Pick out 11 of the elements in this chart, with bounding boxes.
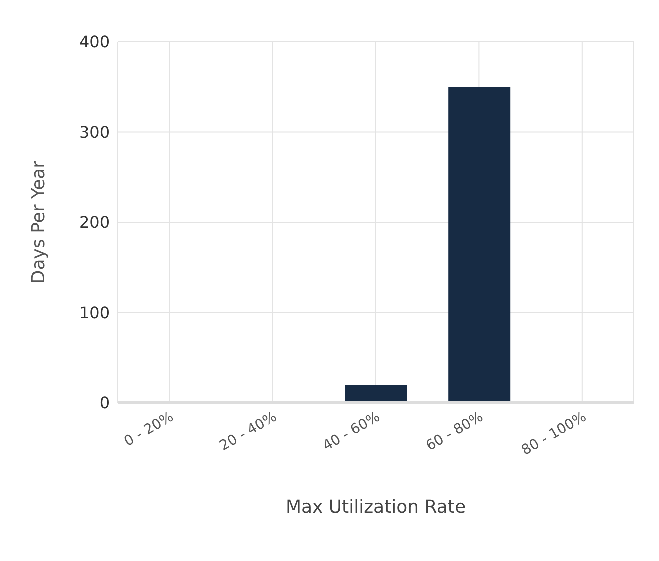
y-axis-title: Days Per Year [28,160,50,284]
x-tick-label: 20 - 40% [217,409,280,455]
y-tick-label: 200 [79,213,110,232]
y-tick-label: 400 [79,32,110,52]
y-tick-label: 300 [79,122,110,142]
x-axis-title: Max Utilization Rate [286,497,466,518]
y-tick-label: 100 [79,303,110,322]
x-tick-label: 0 - 20% [122,409,177,450]
y-tick-label: 0 [100,394,110,413]
x-tick-label: 60 - 80% [424,409,486,455]
x-tick-label: 40 - 60% [320,409,383,455]
